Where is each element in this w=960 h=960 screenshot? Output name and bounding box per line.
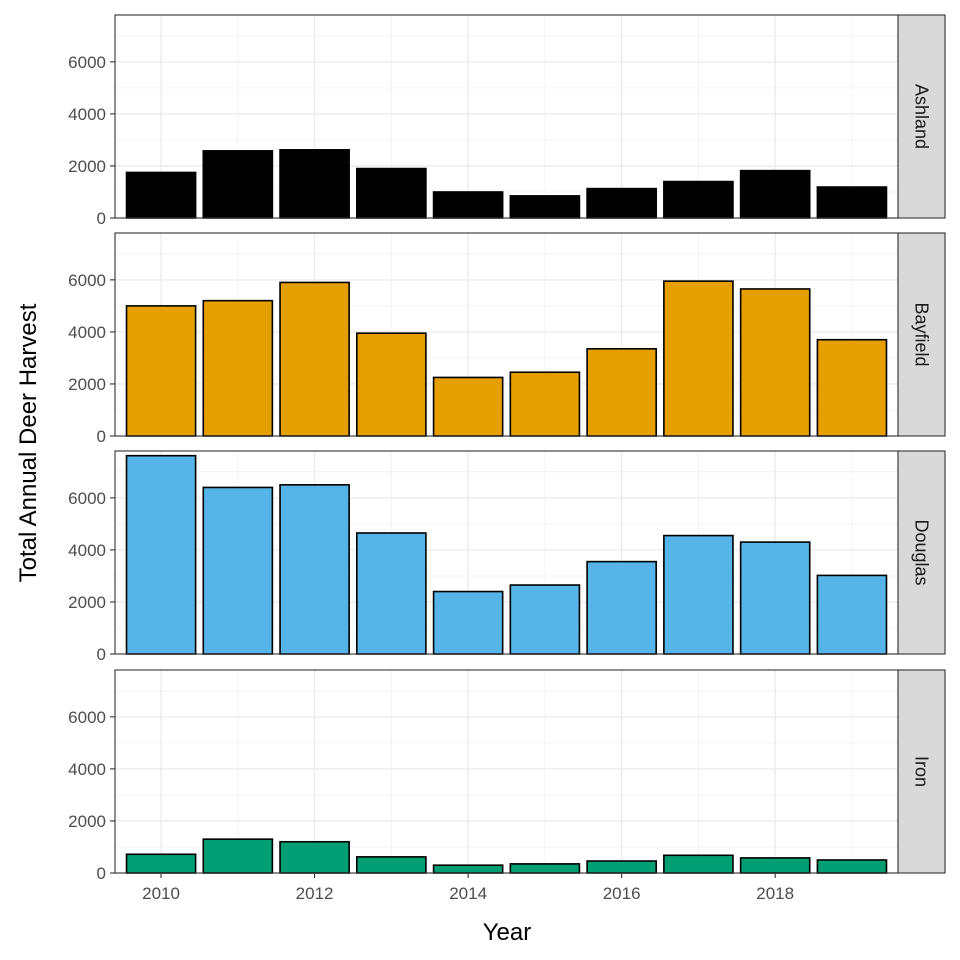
x-tick-label: 2018 bbox=[756, 884, 794, 903]
bar-iron-2011 bbox=[202, 838, 274, 874]
panel-iron: 0 2000 4000 6000 Iron bbox=[68, 669, 946, 883]
x-tick-label: 2014 bbox=[449, 884, 487, 903]
bar-douglas-2013 bbox=[356, 532, 427, 655]
facet-label-iron: Iron bbox=[912, 756, 932, 787]
bar-bayfield-2015 bbox=[509, 371, 581, 437]
bar-ashland-2017 bbox=[663, 180, 734, 219]
bar-douglas-2016 bbox=[586, 560, 657, 655]
bar-ashland-2018 bbox=[739, 169, 811, 219]
y-tick-label: 2000 bbox=[68, 375, 106, 394]
bar-iron-2012 bbox=[279, 840, 350, 874]
bar-bayfield-2013 bbox=[356, 332, 427, 437]
y-tick-label: 2000 bbox=[68, 812, 106, 831]
bar-douglas-2014 bbox=[432, 590, 504, 655]
y-tick-label: 0 bbox=[97, 209, 106, 228]
facet-strip bbox=[897, 14, 946, 219]
y-tick-label: 4000 bbox=[68, 105, 106, 124]
facet-strip bbox=[897, 450, 946, 655]
bar-ashland-2014 bbox=[432, 191, 504, 219]
y-tick-label: 0 bbox=[97, 645, 106, 664]
bar-ashland-2016 bbox=[586, 187, 657, 219]
bar-bayfield-2018 bbox=[739, 288, 811, 437]
bar-bayfield-2010 bbox=[125, 305, 197, 437]
facet-label-bayfield: Bayfield bbox=[912, 302, 932, 366]
facet-label-douglas: Douglas bbox=[912, 519, 932, 585]
bar-bayfield-2016 bbox=[586, 348, 657, 437]
y-tick-label: 4000 bbox=[68, 760, 106, 779]
panels: 0 2000 4000 6000 Ashland 0 2000 4000 6000 Bayfiel… bbox=[68, 14, 946, 883]
bar-iron-2010 bbox=[125, 853, 197, 874]
y-tick-label: 6000 bbox=[68, 489, 106, 508]
bar-bayfield-2017 bbox=[663, 280, 734, 437]
y-tick-label: 0 bbox=[97, 864, 106, 883]
x-axis-title: Year bbox=[483, 919, 532, 946]
bar-iron-2018 bbox=[739, 857, 811, 874]
x-tick-label: 2012 bbox=[296, 884, 334, 903]
x-tick-label: 2010 bbox=[142, 884, 180, 903]
facet-label-ashland: Ashland bbox=[912, 84, 932, 149]
y-axis-title: Total Annual Deer Harvest bbox=[15, 303, 42, 582]
bar-ashland-2015 bbox=[509, 195, 581, 219]
panel-bayfield: 0 2000 4000 6000 Bayfield bbox=[68, 232, 946, 446]
bar-douglas-2011 bbox=[202, 486, 274, 655]
bar-douglas-2018 bbox=[739, 541, 811, 655]
bar-iron-2017 bbox=[663, 854, 734, 874]
y-tick-label: 0 bbox=[97, 427, 106, 446]
bar-iron-2016 bbox=[586, 860, 657, 874]
x-axis: 2010 2012 2014 2016 2018 bbox=[142, 873, 794, 903]
y-tick-label: 2000 bbox=[68, 593, 106, 612]
bar-ashland-2012 bbox=[279, 149, 350, 219]
bar-bayfield-2019 bbox=[816, 338, 888, 437]
y-tick-label: 6000 bbox=[68, 53, 106, 72]
bar-douglas-2010 bbox=[125, 454, 197, 655]
bar-ashland-2013 bbox=[356, 167, 427, 219]
bar-iron-2014 bbox=[432, 864, 504, 874]
panel-ashland: 0 2000 4000 6000 Ashland bbox=[68, 14, 946, 228]
y-tick-label: 2000 bbox=[68, 157, 106, 176]
y-tick-label: 4000 bbox=[68, 541, 106, 560]
bar-bayfield-2012 bbox=[279, 281, 350, 437]
bar-ashland-2011 bbox=[202, 150, 274, 219]
facet-strip bbox=[897, 232, 946, 437]
bar-ashland-2019 bbox=[816, 186, 888, 219]
y-tick-label: 4000 bbox=[68, 323, 106, 342]
bar-douglas-2012 bbox=[279, 484, 350, 655]
bar-iron-2019 bbox=[816, 859, 888, 874]
bar-iron-2013 bbox=[356, 856, 427, 874]
bar-bayfield-2014 bbox=[432, 376, 504, 437]
bar-douglas-2017 bbox=[663, 534, 734, 655]
x-tick-label: 2016 bbox=[603, 884, 641, 903]
y-tick-label: 6000 bbox=[68, 708, 106, 727]
y-tick-label: 6000 bbox=[68, 271, 106, 290]
bar-iron-2015 bbox=[509, 863, 581, 874]
bar-douglas-2015 bbox=[509, 584, 581, 655]
panel-douglas: 0 2000 4000 6000 Douglas bbox=[68, 450, 946, 664]
facet-strip bbox=[897, 669, 946, 874]
bar-ashland-2010 bbox=[125, 171, 197, 219]
bar-bayfield-2011 bbox=[202, 299, 274, 437]
bar-douglas-2019 bbox=[816, 574, 888, 655]
